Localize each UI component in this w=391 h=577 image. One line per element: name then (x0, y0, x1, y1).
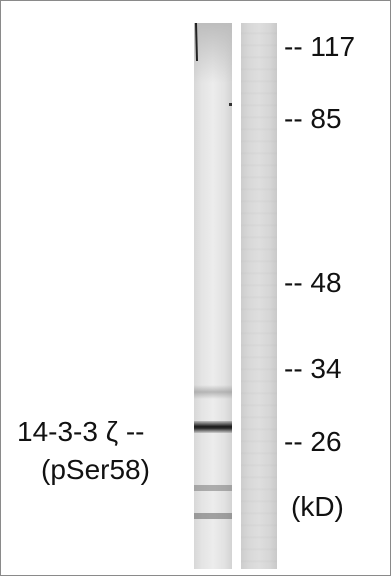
lane-1-dot (229, 103, 232, 106)
marker-label-85: -- 85 (284, 103, 342, 134)
band-label-modification: (pSer58) (41, 454, 150, 485)
marker-label-34: -- 34 (284, 353, 342, 384)
unit-label: (kD) (291, 491, 344, 522)
marker-label-117: -- 117 (284, 31, 356, 62)
band-label-protein: 14-3-3 ζ -- (17, 416, 145, 447)
lane-1-edge-mark (195, 22, 198, 62)
marker-label-26: -- 26 (284, 426, 342, 457)
marker-label-48: -- 48 (284, 267, 342, 298)
